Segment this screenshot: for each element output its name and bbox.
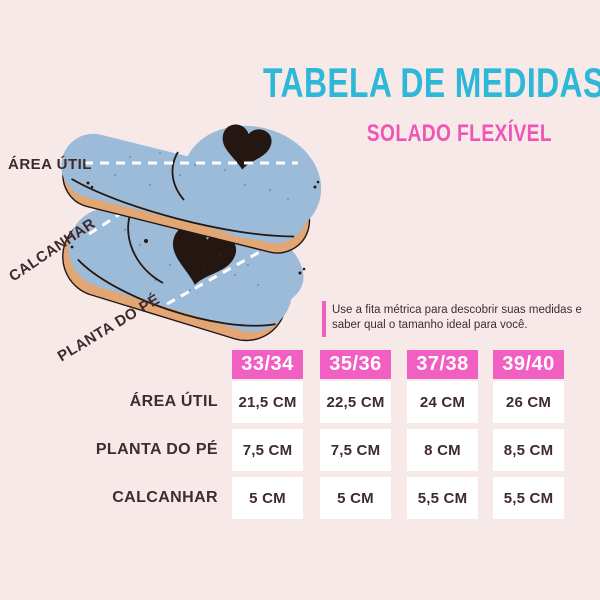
table-cell: 5 CM [320, 477, 391, 519]
table-row-label-calcanhar: CALCANHAR [112, 489, 218, 506]
size-column-header: 33/34 [232, 350, 303, 379]
table-cell: 22,5 CM [320, 381, 391, 423]
table-row-label-planta-do-pe: PLANTA DO PÉ [95, 441, 218, 458]
fabric-speckles [113, 151, 290, 292]
table-cell: 8 CM [407, 429, 478, 471]
table-cell: 21,5 CM [232, 381, 303, 423]
top-slipper [61, 125, 322, 254]
page-title: TABELA DE MEDIDAS [263, 59, 600, 106]
top-slipper-vamp [182, 125, 322, 240]
note-text-line1: Use a fita métrica para descobrir suas m… [332, 304, 582, 316]
page-subtitle: SOLADO FLEXÍVEL [366, 120, 552, 147]
table-cell: 5,5 CM [493, 477, 564, 519]
planta-do-pe-dashed-line [166, 243, 273, 306]
size-column-header: 35/36 [320, 350, 391, 379]
table-cell: 24 CM [407, 381, 478, 423]
label-area-util: ÁREA ÚTIL [8, 156, 92, 173]
note-text-line2: saber qual o tamanho ideal para você. [332, 319, 528, 331]
table-cell: 8,5 CM [493, 429, 564, 471]
table-cell: 5 CM [232, 477, 303, 519]
bottom-heart-icon [172, 225, 237, 285]
note-accent-bar [322, 301, 326, 337]
table-cell: 5,5 CM [407, 477, 478, 519]
top-heart-icon [222, 124, 272, 170]
bottom-slipper-seam [77, 258, 276, 327]
table-cell: 7,5 CM [232, 429, 303, 471]
table-row-label-area-util: ÁREA ÚTIL [129, 393, 218, 410]
size-column-header: 37/38 [407, 350, 478, 379]
size-column-header: 39/40 [493, 350, 564, 379]
table-cell: 7,5 CM [320, 429, 391, 471]
top-slipper-opening-line [171, 151, 185, 201]
table-cell: 26 CM [493, 381, 564, 423]
stitch-dots [70, 148, 320, 275]
slippers-illustration [61, 124, 322, 342]
top-slipper-seam [71, 178, 295, 238]
